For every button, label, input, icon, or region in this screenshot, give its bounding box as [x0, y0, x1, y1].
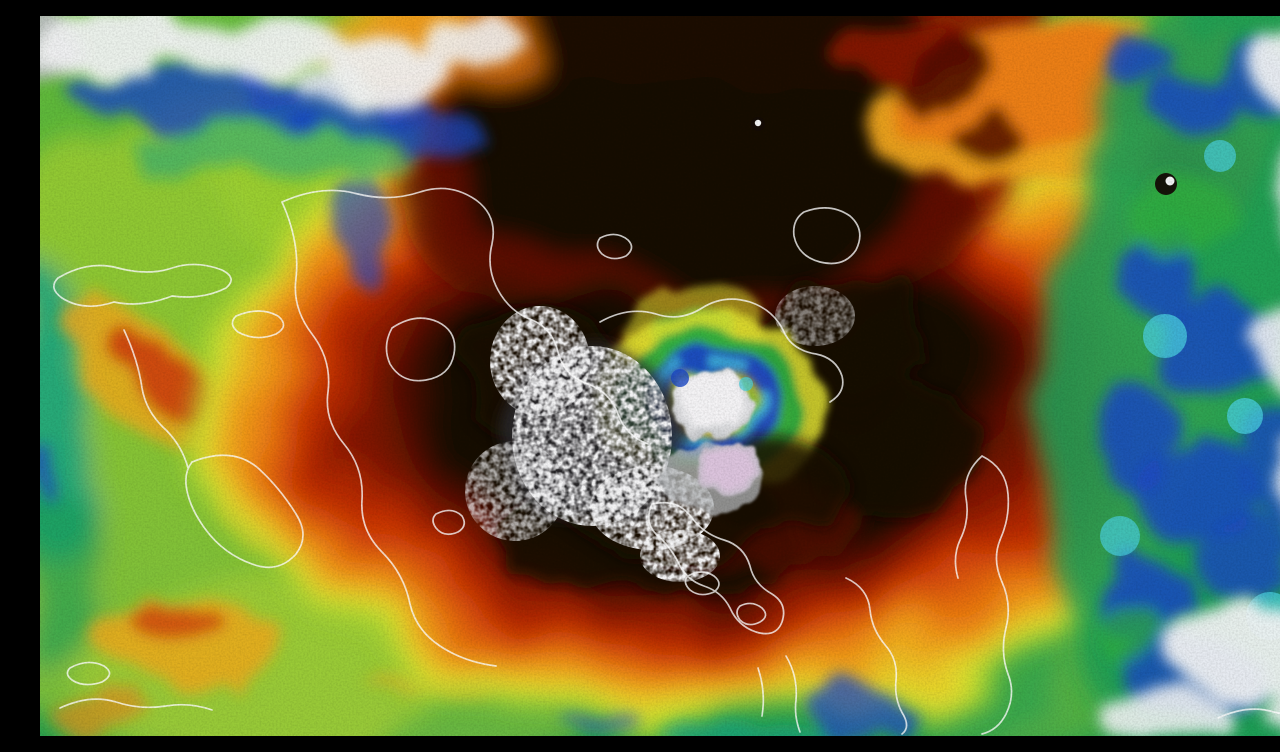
film-grain-overlay: [40, 16, 1280, 736]
satellite-image: [40, 16, 1280, 736]
satellite-canvas: [40, 16, 1280, 736]
